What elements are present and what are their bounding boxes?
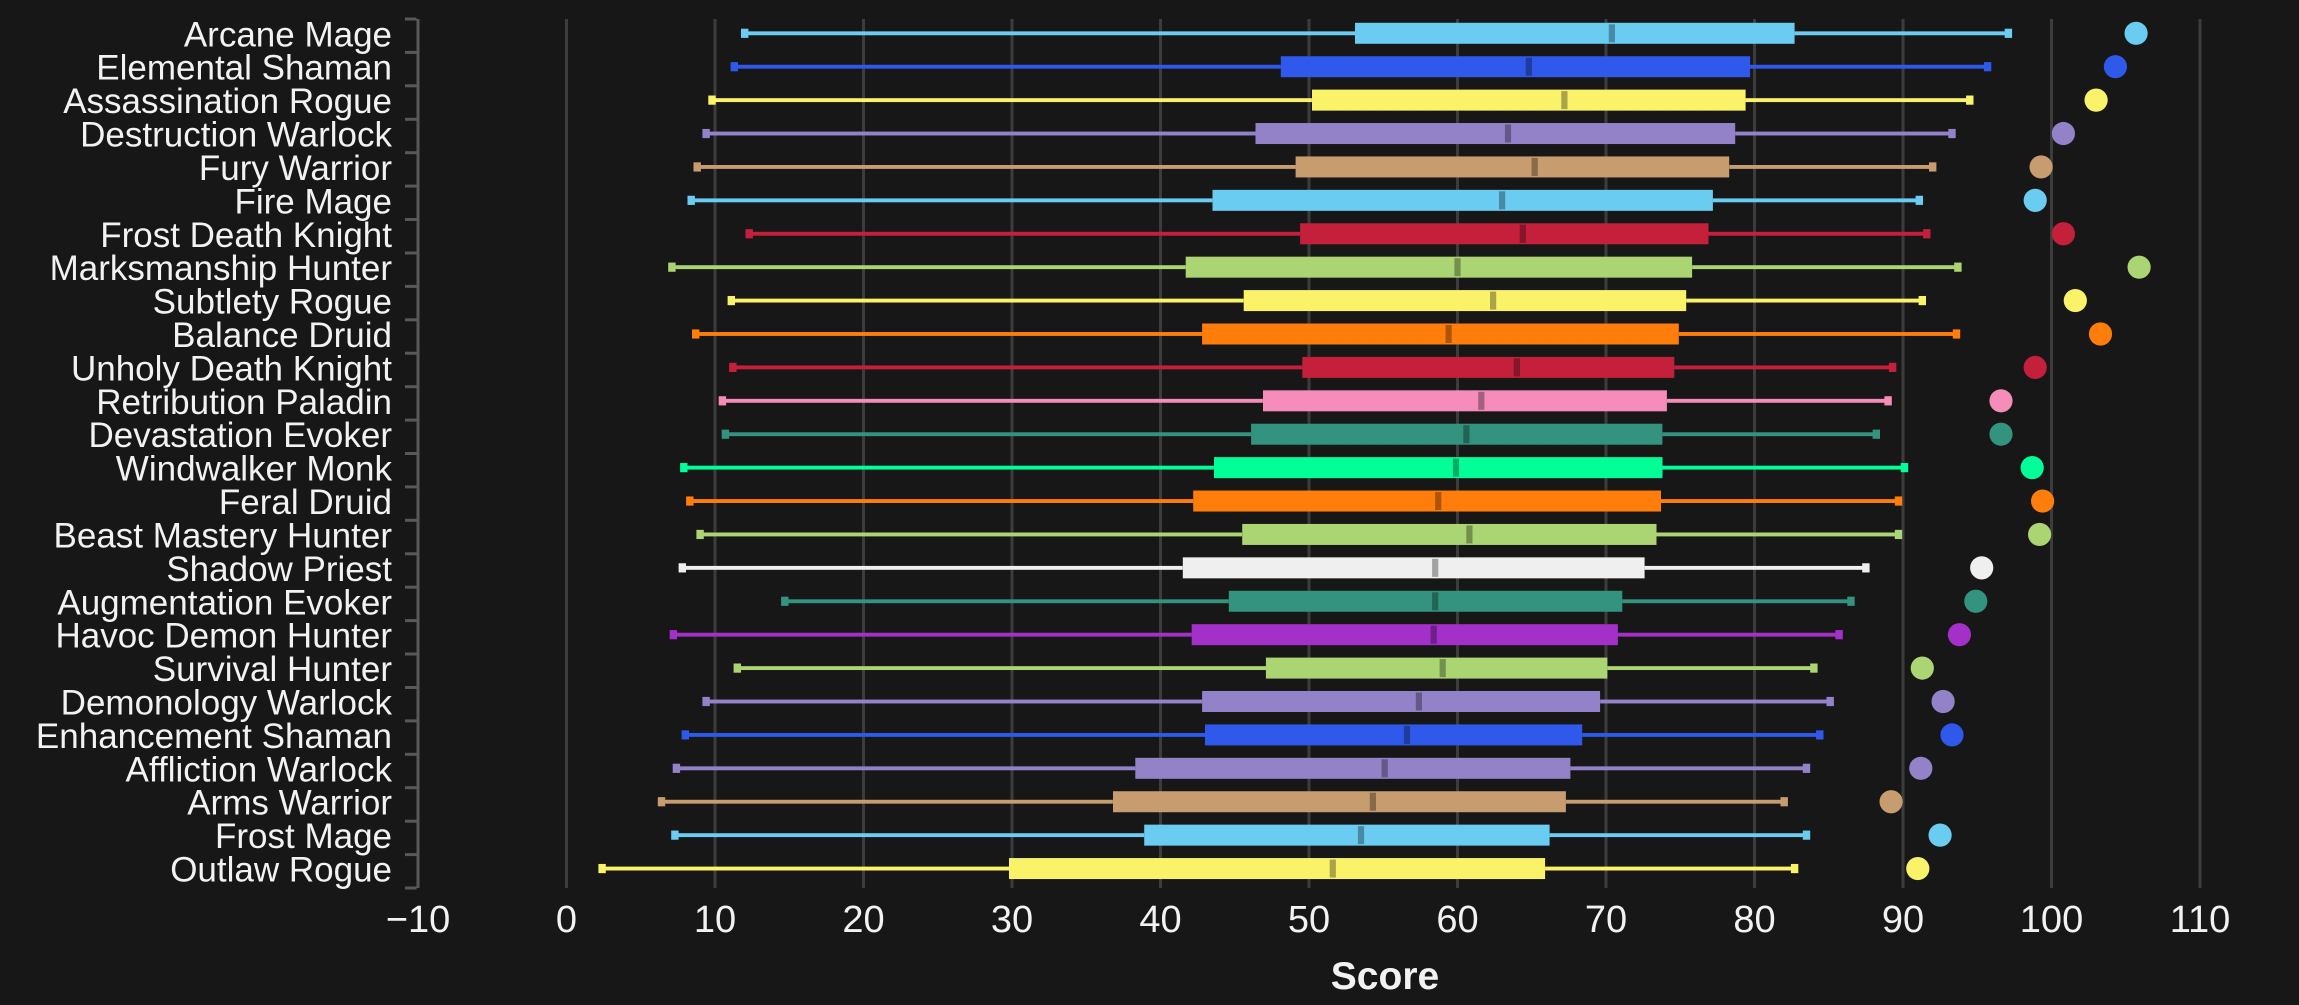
svg-text:Elemental Shaman: Elemental Shaman — [96, 49, 392, 88]
svg-text:Feral Druid: Feral Druid — [219, 483, 392, 522]
svg-text:Demonology Warlock: Demonology Warlock — [61, 684, 393, 723]
svg-text:20: 20 — [842, 899, 884, 941]
svg-text:Havoc Demon Hunter: Havoc Demon Hunter — [55, 617, 392, 656]
svg-text:90: 90 — [1882, 899, 1924, 941]
svg-text:Windwalker Monk: Windwalker Monk — [116, 450, 393, 489]
svg-text:Destruction Warlock: Destruction Warlock — [80, 116, 392, 155]
svg-text:Frost Death Knight: Frost Death Knight — [100, 216, 392, 255]
svg-text:40: 40 — [1139, 899, 1181, 941]
svg-text:Marksmanship Hunter: Marksmanship Hunter — [50, 249, 393, 288]
svg-text:Fury Warrior: Fury Warrior — [199, 149, 392, 188]
svg-text:Enhancement Shaman: Enhancement Shaman — [36, 717, 392, 756]
svg-text:110: 110 — [2170, 899, 2231, 941]
svg-text:0: 0 — [556, 899, 577, 941]
svg-text:Balance Druid: Balance Druid — [172, 316, 392, 355]
svg-text:Retribution Paladin: Retribution Paladin — [96, 383, 392, 422]
svg-text:Fire Mage: Fire Mage — [234, 182, 392, 221]
svg-text:Beast Mastery Hunter: Beast Mastery Hunter — [54, 516, 393, 555]
svg-text:Subtlety Rogue: Subtlety Rogue — [153, 283, 392, 322]
svg-text:Arms Warrior: Arms Warrior — [187, 784, 392, 823]
svg-text:Survival Hunter: Survival Hunter — [153, 650, 393, 689]
svg-text:−10: −10 — [386, 899, 450, 941]
svg-text:Unholy Death Knight: Unholy Death Knight — [71, 349, 392, 388]
svg-text:100: 100 — [2020, 899, 2083, 941]
svg-text:Augmentation Evoker: Augmentation Evoker — [57, 583, 392, 622]
svg-text:80: 80 — [1733, 899, 1775, 941]
svg-text:Arcane Mage: Arcane Mage — [184, 15, 392, 54]
svg-text:Frost Mage: Frost Mage — [215, 817, 392, 856]
svg-text:Devastation Evoker: Devastation Evoker — [89, 416, 393, 455]
svg-text:50: 50 — [1288, 899, 1330, 941]
svg-text:70: 70 — [1585, 899, 1627, 941]
svg-text:60: 60 — [1436, 899, 1478, 941]
svg-text:Outlaw Rogue: Outlaw Rogue — [170, 851, 392, 890]
svg-text:Shadow Priest: Shadow Priest — [166, 550, 392, 589]
svg-text:Assassination Rogue: Assassination Rogue — [63, 82, 392, 121]
svg-text:Score: Score — [1331, 955, 1439, 998]
svg-text:10: 10 — [694, 899, 736, 941]
svg-text:Affliction Warlock: Affliction Warlock — [126, 750, 393, 789]
svg-text:30: 30 — [991, 899, 1033, 941]
